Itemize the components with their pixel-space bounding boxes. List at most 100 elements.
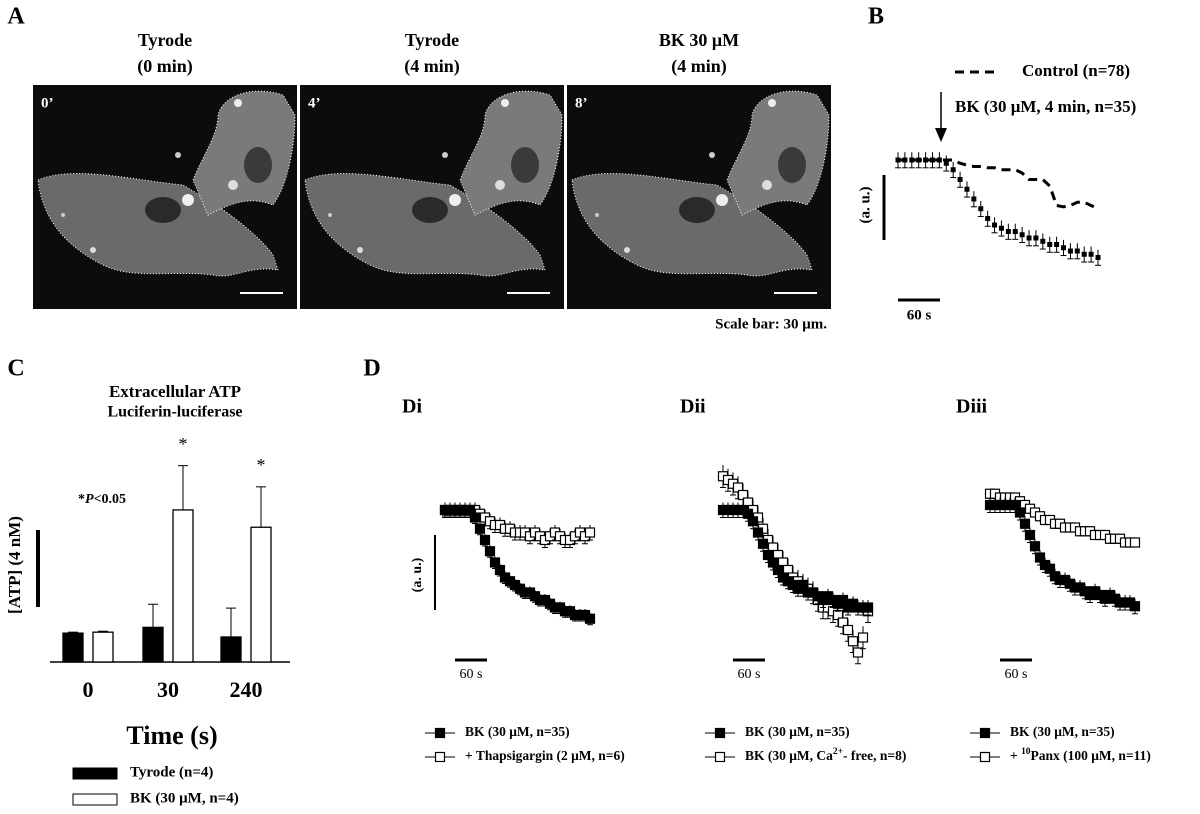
scale-note: Scale bar: 30 μm.	[715, 316, 827, 332]
subpanel-label: Diii	[956, 396, 988, 418]
legend-label: BK (30 μM, Ca2+- free, n=8)	[745, 747, 906, 763]
time-scale-label: 60 s	[460, 667, 483, 682]
data-point	[1012, 229, 1018, 234]
text-part: BK (30 μM, n=35)	[465, 724, 570, 739]
y-label: (a. u.)	[410, 557, 425, 592]
text-part: Panx (100 μM, n=11)	[1031, 748, 1151, 763]
bar	[142, 626, 164, 663]
subpanel-label: Dii	[680, 396, 706, 418]
bar	[250, 526, 272, 663]
time-scale-label: 60 s	[738, 667, 761, 682]
legend-label: BK (30 μM, n=4)	[130, 790, 239, 806]
legend-swatch	[72, 793, 118, 806]
micrograph	[566, 84, 832, 310]
chart-title: Extracellular ATP	[109, 382, 241, 401]
data-point	[909, 157, 915, 163]
data-point	[847, 636, 859, 647]
legend-label: BK (30 μM, n=35)	[1010, 724, 1115, 739]
data-point	[1074, 248, 1080, 254]
image-title: Tyrode	[138, 30, 192, 50]
text-part: <0.05	[94, 492, 126, 507]
panel-label: A	[7, 4, 25, 30]
legend-label: BK (30 μM, n=35)	[465, 724, 570, 739]
data-point	[857, 632, 869, 643]
x-tick-label: 240	[230, 677, 263, 702]
panel-label: D	[363, 356, 380, 382]
legend-label: Control (n=78)	[1022, 61, 1130, 80]
text-part: - free, n=8)	[843, 748, 906, 763]
legend-label: BK (30 μM, n=35)	[745, 724, 850, 739]
image-time: 0’	[41, 95, 54, 111]
image-title: Tyrode	[405, 30, 459, 50]
data-point	[1061, 245, 1067, 251]
time-scale-label: 60 s	[1005, 667, 1028, 682]
legend-label: + 10Panx (100 μM, n=11)	[1010, 747, 1151, 763]
data-point	[943, 160, 949, 166]
data-point	[757, 538, 769, 549]
significance-mark: *	[179, 434, 188, 454]
legend-marker	[434, 727, 446, 739]
image-subtitle: (4 min)	[671, 56, 727, 77]
subpanel-label: Di	[402, 396, 422, 418]
time-scale-label: 60 s	[907, 307, 932, 323]
bar	[220, 636, 242, 663]
text-part: 10	[1021, 747, 1031, 757]
data-point	[985, 216, 991, 221]
x-tick-label: 0	[83, 677, 94, 702]
legend-marker	[714, 751, 726, 763]
data-point	[950, 167, 956, 173]
data-point	[1040, 238, 1046, 244]
legend-label: BK (30 μM, 4 min, n=35)	[955, 97, 1136, 116]
text-part: +	[1010, 748, 1021, 763]
data-point	[929, 157, 935, 163]
data-point	[971, 196, 977, 202]
chart-subtitle: Luciferin-luciferase	[107, 404, 242, 421]
data-point	[1129, 601, 1141, 612]
text-part: + Thapsigargin (2 μM, n=6)	[465, 748, 625, 763]
significance-note: *P<0.05	[78, 492, 126, 507]
data-point	[895, 157, 901, 163]
significance-mark: *	[257, 455, 266, 475]
micrograph	[299, 84, 565, 310]
bar	[62, 632, 84, 663]
image-subtitle: (4 min)	[404, 56, 460, 77]
data-point	[1129, 537, 1141, 548]
data-point	[1029, 541, 1041, 552]
legend-swatch	[72, 767, 118, 780]
image-subtitle: (0 min)	[137, 56, 193, 77]
data-point	[998, 225, 1004, 231]
legend-marker	[979, 751, 991, 763]
arrow-head	[935, 128, 947, 142]
y-label: [ATP] (4 nM)	[5, 516, 24, 614]
legend-label: Tyrode (n=4)	[130, 764, 213, 780]
legend-label: + Thapsigargin (2 μM, n=6)	[465, 748, 625, 763]
data-point	[1014, 507, 1026, 518]
data-point	[1019, 518, 1031, 529]
data-point	[747, 516, 759, 527]
data-point	[842, 624, 854, 636]
panel-label: C	[7, 356, 24, 382]
micrograph	[32, 84, 298, 310]
legend-marker	[714, 727, 726, 739]
data-point	[902, 157, 908, 163]
image-time: 8’	[575, 95, 588, 111]
image-time: 4’	[308, 95, 321, 111]
data-point	[916, 157, 922, 163]
bar	[172, 509, 194, 663]
data-point	[978, 206, 984, 212]
text-part: 2+	[833, 747, 843, 757]
data-point	[479, 534, 491, 546]
text-part: BK (30 μM, n=35)	[1010, 724, 1115, 739]
legend-marker	[434, 751, 446, 763]
text-part: BK (30 μM, Ca	[745, 748, 833, 763]
image-title: BK 30 μM	[659, 30, 739, 50]
data-point	[1067, 248, 1073, 254]
data-point	[936, 157, 942, 163]
panel-label: B	[868, 4, 884, 30]
bar	[92, 631, 114, 663]
data-point	[923, 157, 929, 163]
data-point	[584, 613, 596, 624]
text-part: *	[78, 492, 85, 507]
data-point	[1088, 251, 1094, 257]
